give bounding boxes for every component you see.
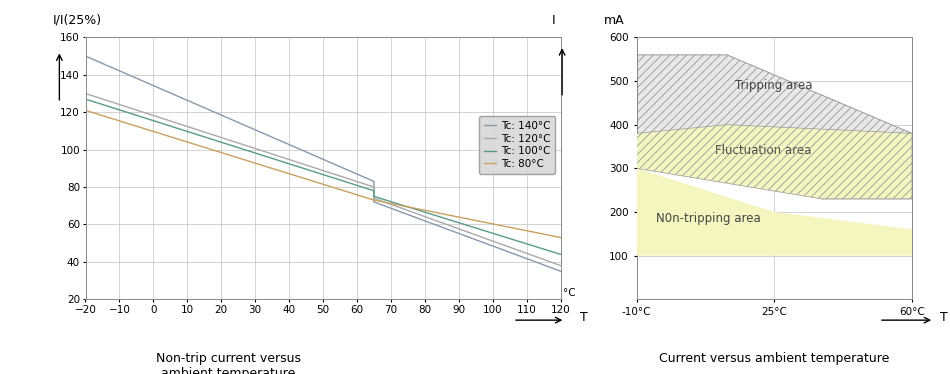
Text: Fluctuation area: Fluctuation area — [715, 144, 811, 157]
Polygon shape — [636, 168, 912, 255]
Text: Current versus ambient temperature: Current versus ambient temperature — [659, 352, 889, 365]
Polygon shape — [636, 125, 912, 199]
Text: Tripping area: Tripping area — [735, 79, 812, 92]
Text: Non-trip current versus
ambient temperature: Non-trip current versus ambient temperat… — [156, 352, 300, 374]
Legend: Tc: 140°C, Tc: 120°C, Tc: 100°C, Tc: 80°C: Tc: 140°C, Tc: 120°C, Tc: 100°C, Tc: 80°… — [479, 116, 556, 174]
Text: mA: mA — [603, 14, 624, 27]
Text: T: T — [940, 311, 947, 324]
Text: °C: °C — [562, 288, 576, 298]
Text: I: I — [552, 14, 556, 27]
Text: T: T — [580, 311, 587, 324]
Text: N0n-tripping area: N0n-tripping area — [656, 212, 761, 225]
Text: I/I(25%): I/I(25%) — [52, 14, 102, 27]
Polygon shape — [636, 55, 912, 199]
